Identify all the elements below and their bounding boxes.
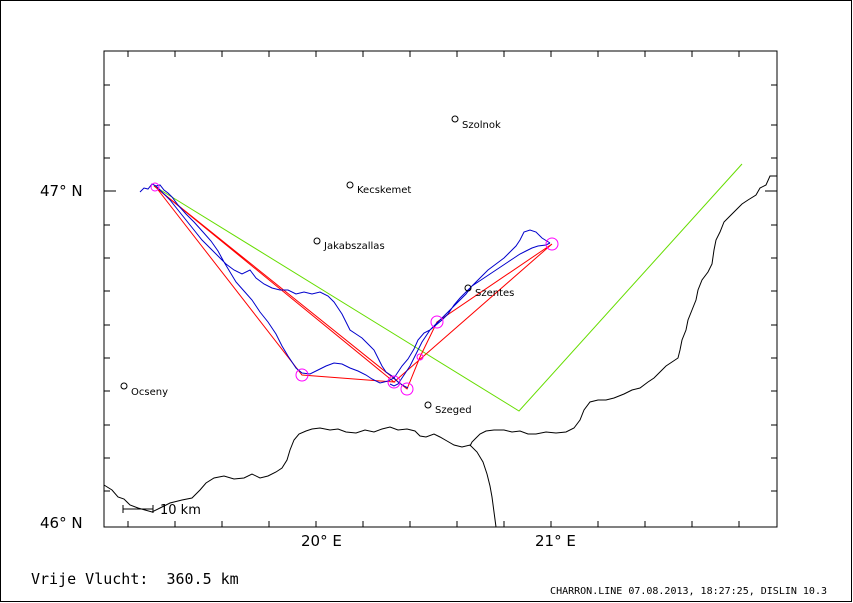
turnpoint-start bbox=[150, 182, 160, 192]
city-marker-jakabszallas bbox=[313, 237, 321, 245]
city-label-szolnok: Szolnok bbox=[462, 120, 501, 131]
plot-border bbox=[103, 50, 778, 528]
city-marker-ocseny bbox=[120, 382, 128, 390]
turnpoints bbox=[150, 182, 559, 396]
flight-track bbox=[139, 183, 551, 389]
city-marker-szeged bbox=[424, 401, 432, 409]
city-label-ocseny: Ocseny bbox=[131, 387, 168, 398]
turnpoint bbox=[400, 382, 414, 396]
x-axis-label-21: 21° E bbox=[535, 532, 576, 550]
turnpoint bbox=[416, 353, 424, 361]
city-marker-szolnok bbox=[451, 115, 459, 123]
flight-label: Vrije Vlucht: bbox=[31, 570, 149, 588]
tick-marks bbox=[104, 51, 777, 527]
city-markers bbox=[120, 115, 472, 409]
task-lines bbox=[153, 185, 553, 390]
city-marker-kecskemet bbox=[346, 181, 354, 189]
flight-summary: Vrije Vlucht: 360.5 km bbox=[31, 570, 239, 588]
turnpoint bbox=[387, 375, 401, 389]
flight-distance: 360.5 km bbox=[166, 570, 239, 588]
city-label-kecskemet: Kecskemet bbox=[357, 185, 411, 196]
scale-bar-label: 10 km bbox=[160, 503, 201, 518]
city-label-jakabszallas: Jakabszallas bbox=[323, 241, 385, 252]
y-axis-label-46: 46° N bbox=[40, 514, 83, 532]
turnpoint bbox=[545, 237, 559, 251]
turnpoint bbox=[295, 368, 309, 382]
city-marker-szentes bbox=[464, 284, 472, 292]
x-axis-label-20: 20° E bbox=[301, 532, 342, 550]
y-axis-label-47: 47° N bbox=[40, 182, 83, 200]
turnpoint bbox=[430, 315, 444, 329]
country-border bbox=[103, 175, 777, 528]
file-info: CHARRON.LINE 07.08.2013, 18:27:25, DISLI… bbox=[550, 586, 827, 597]
green-line bbox=[153, 163, 743, 412]
city-label-szentes: Szentes bbox=[475, 288, 514, 299]
city-label-szeged: Szeged bbox=[435, 405, 472, 416]
scale-bar bbox=[122, 505, 154, 513]
